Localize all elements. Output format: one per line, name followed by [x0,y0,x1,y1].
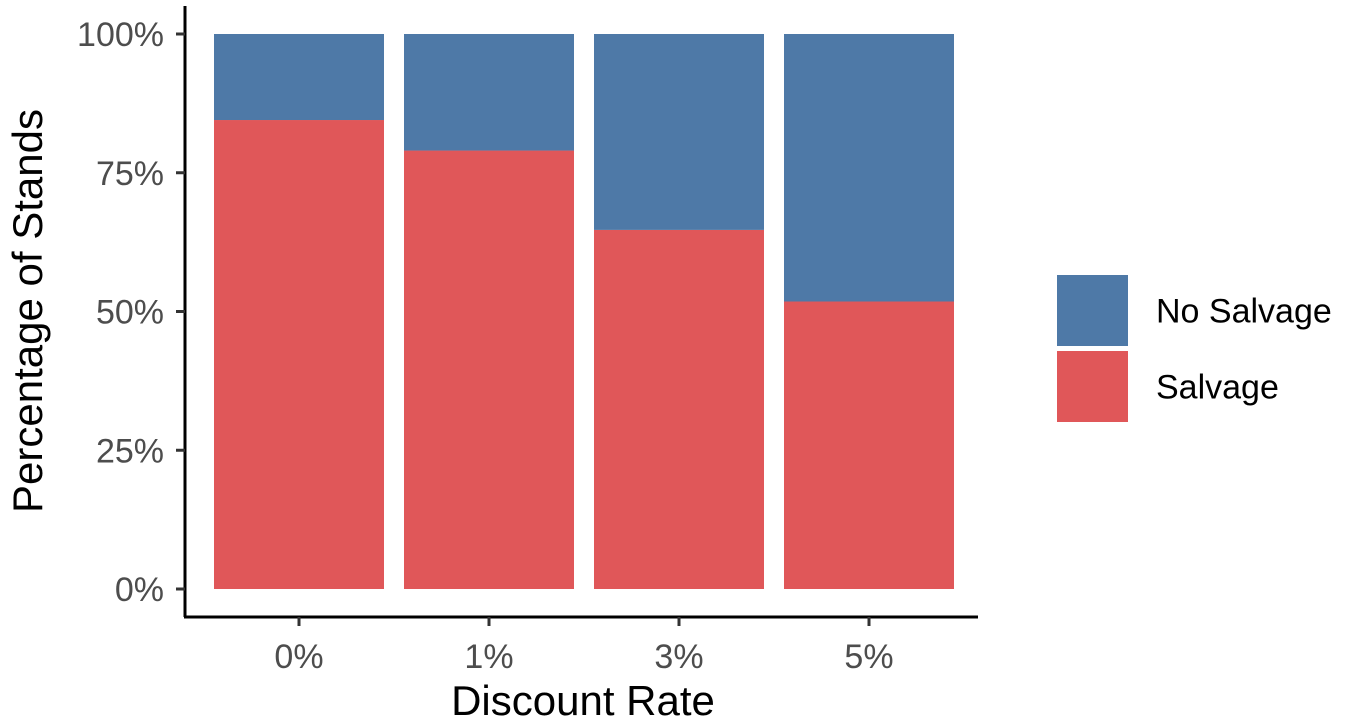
legend-label-no-salvage: No Salvage [1156,293,1332,331]
y-tick-label: 75% [96,155,164,193]
x-tick-label: 1% [464,638,513,676]
x-axis: 0% 1% 3% 5% [184,615,978,676]
y-axis-title: Percentage of Stands [4,109,51,513]
x-axis-title: Discount Rate [451,677,715,724]
y-tick-label: 100% [77,16,164,54]
legend: No Salvage Salvage [1057,275,1332,422]
y-tick-label: 25% [96,432,164,470]
bar-salvage-3 [784,301,954,589]
bar-salvage-1 [404,150,574,590]
bars-group [214,34,954,590]
bar-salvage-2 [594,229,764,590]
legend-key-no-salvage [1057,275,1128,346]
x-tick-label: 5% [844,638,893,676]
bar-no-salvage-2 [594,34,764,230]
bar-no-salvage-1 [404,34,574,151]
y-ticks: 0% 25% 50% 75% 100% [77,16,185,609]
x-tick-label: 3% [654,638,703,676]
legend-label-salvage: Salvage [1156,369,1279,407]
y-tick-label: 50% [96,294,164,332]
bar-salvage-0 [214,120,384,590]
y-tick-label: 0% [115,571,164,609]
x-tick-label: 0% [274,638,323,676]
x-ticks: 0% 1% 3% 5% [274,617,894,676]
legend-key-salvage [1057,351,1128,422]
bar-no-salvage-0 [214,34,384,121]
y-axis: 0% 25% 50% 75% 100% [77,6,187,617]
bar-no-salvage-3 [784,34,954,302]
